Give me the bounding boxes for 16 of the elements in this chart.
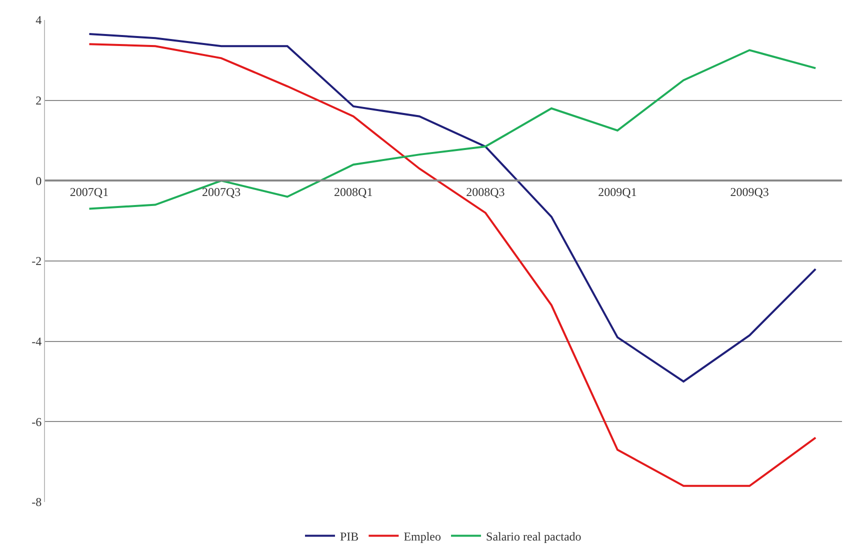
x-tick-label: 2009Q3 bbox=[730, 185, 769, 200]
y-tick-label: 2 bbox=[36, 94, 42, 108]
y-tick-label: -4 bbox=[32, 334, 42, 349]
y-tick-label: -2 bbox=[32, 254, 42, 268]
y-tick-label: 0 bbox=[36, 174, 42, 188]
legend-label: Empleo bbox=[404, 529, 442, 544]
y-tick-label: -8 bbox=[32, 495, 42, 510]
legend-label: Salario real pactado bbox=[486, 529, 582, 544]
y-tick-label: 4 bbox=[36, 13, 42, 28]
x-tick-label: 2008Q3 bbox=[466, 185, 505, 200]
x-tick-label: 2009Q1 bbox=[598, 185, 637, 200]
x-tick-label: 2008Q1 bbox=[334, 185, 373, 200]
legend-label: PIB bbox=[340, 529, 359, 544]
y-tick-label: -6 bbox=[32, 414, 42, 429]
x-tick-label: 2007Q3 bbox=[202, 185, 241, 200]
x-tick-label: 2007Q1 bbox=[70, 185, 109, 200]
